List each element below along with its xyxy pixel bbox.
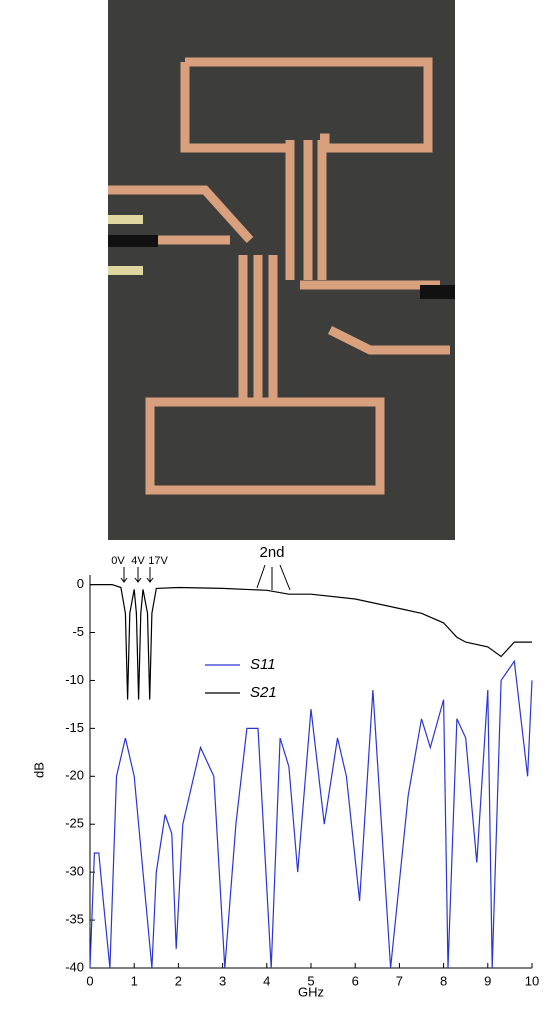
x-tick-label: 5 — [307, 973, 314, 988]
axes — [89, 575, 532, 969]
x-tick-label: 8 — [440, 973, 447, 988]
x-tick-label: 3 — [219, 973, 226, 988]
y-tick-label: -10 — [65, 672, 84, 687]
x-tick-label: 7 — [396, 973, 403, 988]
x-tick-label: 2 — [175, 973, 182, 988]
annotation: 4V — [131, 555, 145, 567]
annotation-arrows — [120, 564, 291, 591]
y-tick-label: -40 — [65, 959, 84, 974]
x-axis-label: GHz — [298, 984, 324, 999]
y-tick-label: -35 — [65, 912, 84, 927]
y-tick-label: -15 — [65, 720, 84, 735]
series-line — [90, 584, 532, 700]
y-axis-label: dB — [31, 762, 46, 778]
annotation: 0V — [111, 555, 125, 567]
x-tick-label: 0 — [86, 973, 93, 988]
x-tick-label: 1 — [131, 973, 138, 988]
y-tick-label: -30 — [65, 864, 84, 879]
x-tick-label: 10 — [525, 973, 539, 988]
series-line — [89, 659, 533, 969]
x-tick-label: 6 — [352, 973, 359, 988]
y-tick-label: 0 — [77, 576, 84, 591]
legend-label: S11 — [250, 656, 276, 673]
device-photo — [108, 0, 455, 540]
y-tick-label: -5 — [72, 624, 84, 639]
annotation: 2nd — [259, 544, 284, 561]
x-tick-label: 4 — [263, 973, 270, 988]
x-tick-label: 9 — [484, 973, 491, 988]
legend-label: S21 — [250, 684, 277, 701]
annotation: 17V — [148, 555, 168, 567]
y-tick-label: -25 — [65, 816, 84, 831]
y-tick-label: -20 — [65, 768, 84, 783]
